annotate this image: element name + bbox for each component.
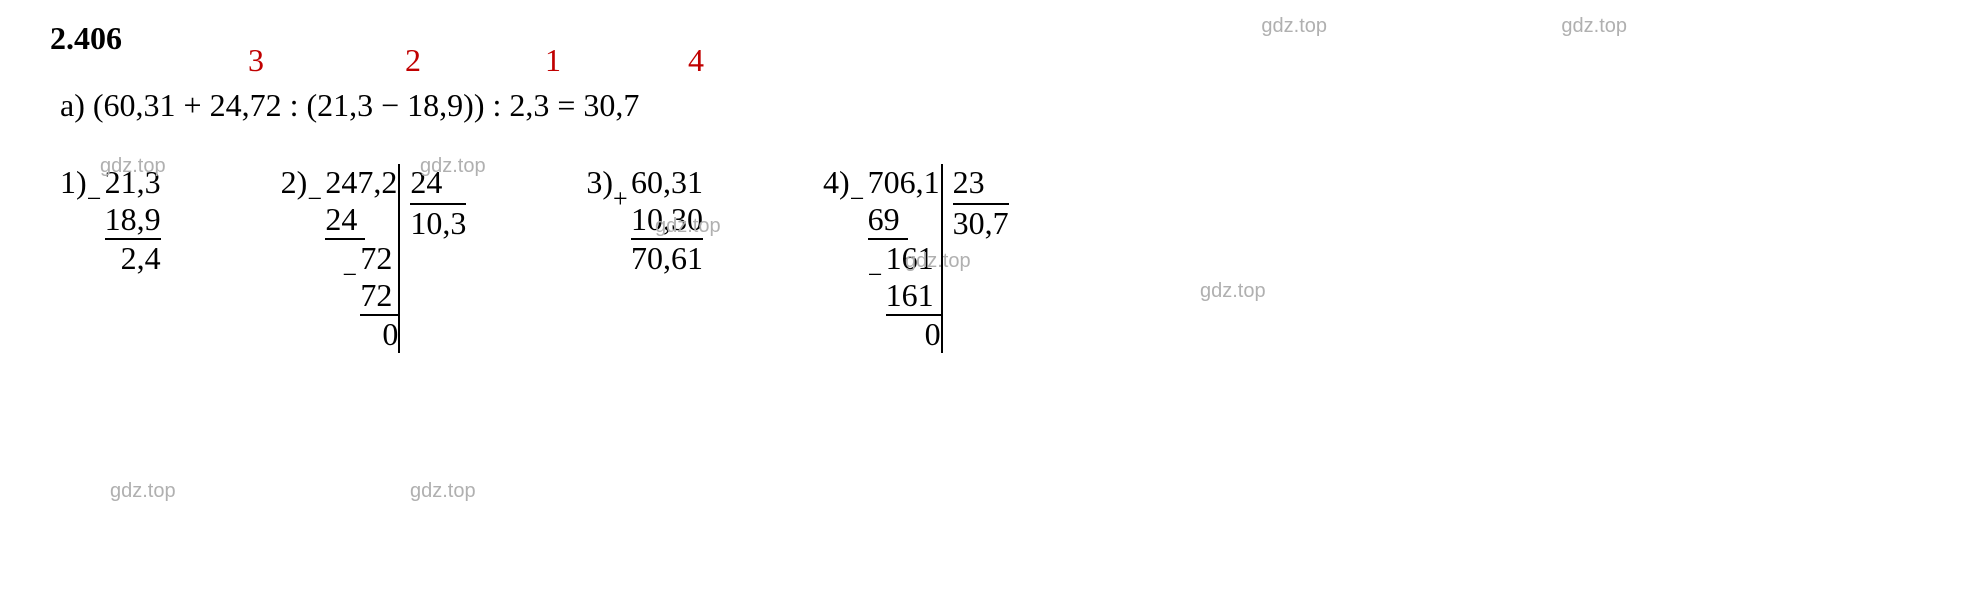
step-4-divisor: 23	[953, 164, 1009, 205]
minus-sign: −	[307, 184, 322, 214]
step-4-dividend: 706,1	[868, 164, 941, 201]
step-3-label: 3)	[586, 164, 613, 201]
step-2-dividend-work: − 247,2 24 − 72 72 0	[325, 164, 398, 353]
order-marker-1: 1	[545, 42, 561, 79]
watermark: gdz.top	[410, 480, 476, 503]
step-2-calc: − 247,2 24 − 72 72 0 24 10,3	[325, 164, 466, 353]
step-2-work1: 72	[360, 240, 398, 277]
step-4-work3: 0	[886, 316, 941, 353]
equation-label: a)	[60, 87, 85, 124]
step-2: 2) − 247,2 24 − 72 72 0 24 10,3	[281, 164, 467, 353]
step-3-line1: 60,31	[631, 164, 703, 201]
step-4-quotient: 30,7	[953, 205, 1009, 242]
step-4: 4) − 706,1 69 − 161 161 0 23 30,7	[823, 164, 1009, 353]
step-1: 1) − 21,3 18,9 2,4	[60, 164, 161, 277]
step-4-work2: 161	[886, 277, 941, 316]
step-1-line2: 18,9	[105, 201, 161, 240]
step-2-work2: 72	[360, 277, 398, 316]
step-2-divisor-quotient: 24 10,3	[398, 164, 466, 353]
step-1-calc: − 21,3 18,9 2,4	[105, 164, 161, 277]
step-4-work1: 161	[886, 240, 941, 277]
step-4-divisor-quotient: 23 30,7	[941, 164, 1009, 353]
step-2-label: 2)	[281, 164, 308, 201]
step-2-divisor: 24	[410, 164, 466, 205]
step-2-dividend: 247,2	[325, 164, 398, 201]
minus-sign: −	[87, 184, 102, 214]
step-4-work0: 69	[868, 201, 908, 240]
minus-sign: −	[850, 184, 865, 214]
step-2-quotient: 10,3	[410, 205, 466, 242]
minus-sign: −	[868, 260, 883, 290]
equation-row: 3 2 1 4 a) (60,31 + 24,72 : (21,3 − 18,9…	[50, 87, 1927, 124]
step-4-label: 4)	[823, 164, 850, 201]
order-marker-2: 2	[405, 42, 421, 79]
step-3: 3) + 60,31 10,30 70,61	[586, 164, 703, 277]
step-4-calc: − 706,1 69 − 161 161 0 23 30,7	[868, 164, 1009, 353]
minus-sign: −	[342, 260, 357, 290]
step-2-work3: 0	[360, 316, 398, 353]
equation-expression: (60,31 + 24,72 : (21,3 − 18,9)) : 2,3 = …	[93, 87, 640, 124]
step-1-line1: 21,3	[105, 164, 161, 201]
step-1-label: 1)	[60, 164, 87, 201]
step-3-result: 70,61	[631, 240, 703, 277]
steps-row: 1) − 21,3 18,9 2,4 2) − 247,2 24 − 72 72…	[50, 164, 1927, 353]
step-1-result: 2,4	[105, 240, 161, 277]
order-marker-4: 4	[688, 42, 704, 79]
step-2-work0: 24	[325, 201, 365, 240]
problem-number: 2.406	[50, 20, 1927, 57]
step-3-line2: 10,30	[631, 201, 703, 240]
step-4-dividend-work: − 706,1 69 − 161 161 0	[868, 164, 941, 353]
watermark: gdz.top	[110, 480, 176, 503]
plus-sign: +	[613, 184, 628, 214]
step-3-calc: + 60,31 10,30 70,61	[631, 164, 703, 277]
order-marker-3: 3	[248, 42, 264, 79]
